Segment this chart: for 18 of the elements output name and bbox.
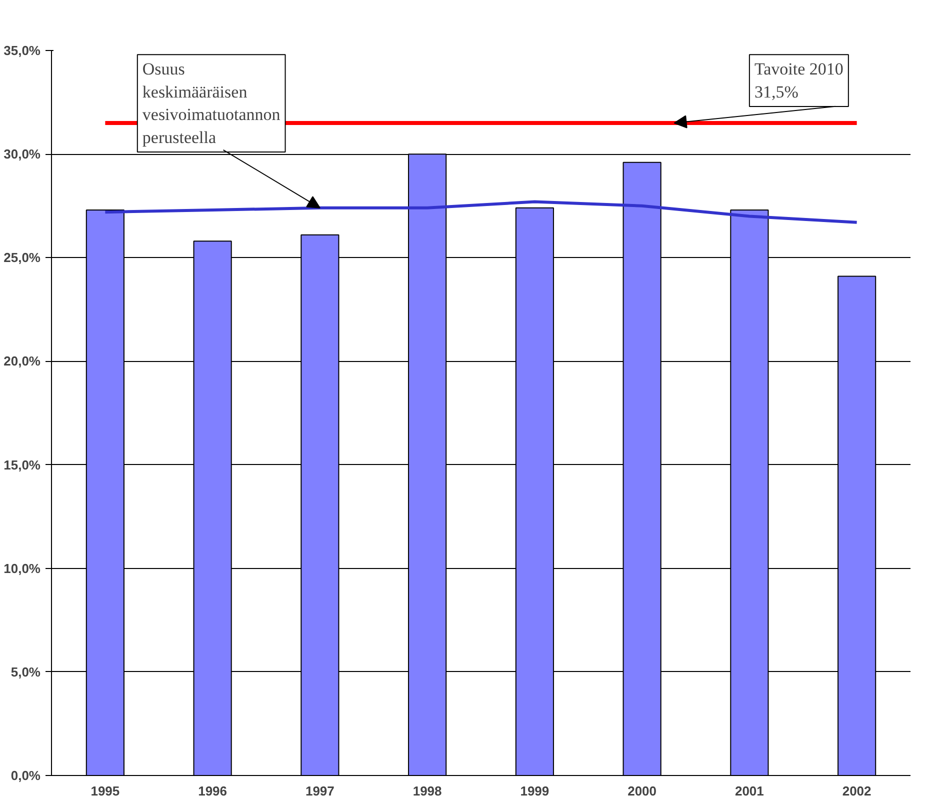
x-tick-label: 1999 [520, 784, 550, 798]
x-tick-label: 1996 [198, 784, 228, 798]
ref-line-label: Tavoite 2010 31,5% [754, 60, 844, 102]
x-tick-label: 1998 [412, 784, 442, 798]
y-tick-label: 25,0% [4, 250, 41, 266]
y-tick-label: 0,0% [10, 768, 41, 783]
y-tick-label: 20,0% [4, 354, 41, 369]
y-tick-label: 15,0% [4, 457, 41, 472]
y-tick-label: 30,0% [4, 146, 41, 162]
x-tick-label: 2002 [842, 784, 872, 798]
y-tick-label: 35,0% [4, 43, 41, 58]
annotation: Osuus keskimääräisen vesivoimatuotannon perusteella [142, 60, 281, 148]
x-tick-label: 2000 [628, 784, 657, 798]
x-tick-label: 1997 [305, 784, 334, 798]
y-tick-label: 5,0% [10, 664, 41, 680]
x-tick-label: 1995 [90, 784, 120, 798]
x-tick-label: 2001 [734, 784, 764, 798]
y-tick-label: 10,0% [4, 560, 41, 576]
